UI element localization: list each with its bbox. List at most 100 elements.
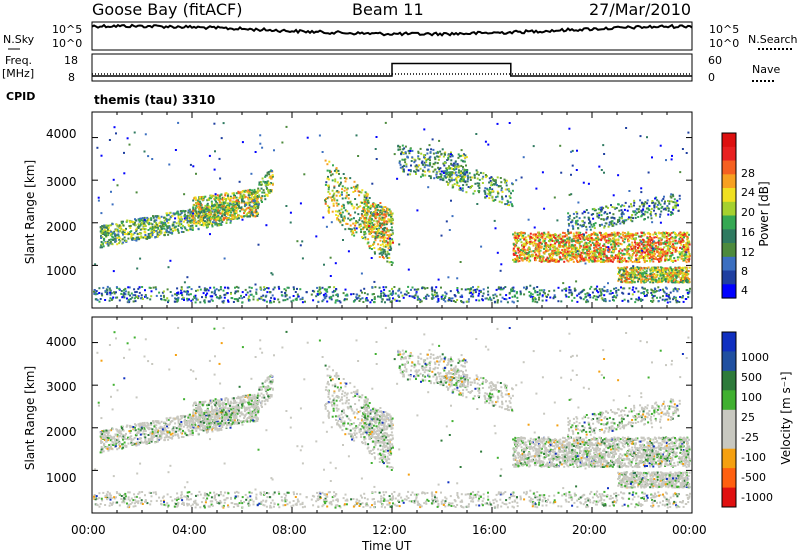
- power-cell: [669, 245, 672, 248]
- power-cell: [248, 202, 250, 205]
- power-cell: [143, 223, 146, 226]
- power-cell: [340, 208, 343, 211]
- power-cell: [264, 174, 267, 177]
- power-cell: [458, 185, 461, 188]
- power-cell: [263, 195, 266, 198]
- power-cell: [669, 195, 672, 198]
- noise-right-tick-top: 10^5: [709, 23, 740, 36]
- power-cell: [163, 231, 166, 234]
- power-cell: [341, 219, 344, 222]
- power-cell: [647, 216, 650, 219]
- power-cell: [575, 253, 577, 256]
- power-cell: [469, 186, 472, 189]
- power-cell: [342, 173, 345, 175]
- power-cell: [614, 239, 617, 242]
- power-cell: [637, 273, 640, 276]
- power-cell: [388, 208, 391, 211]
- power-cell: [180, 226, 182, 229]
- power-cell: [360, 231, 363, 233]
- power-cell: [519, 238, 522, 241]
- power-cell: [382, 219, 385, 222]
- power-cell: [266, 184, 269, 186]
- power-cell: [610, 243, 612, 246]
- power-cell: [665, 244, 668, 247]
- power-cell: [182, 224, 184, 227]
- power-cell: [588, 242, 590, 245]
- power-cell: [208, 221, 211, 224]
- power-cell: [643, 257, 645, 260]
- power-cell: [628, 252, 631, 255]
- power-cell: [391, 232, 394, 235]
- power-cell: [193, 220, 196, 223]
- power-cell: [355, 185, 358, 188]
- power-cell: [588, 225, 591, 228]
- power-cell: [577, 227, 580, 230]
- power-cell: [140, 232, 143, 235]
- power-cell: [478, 187, 481, 189]
- power-cell: [491, 188, 494, 191]
- power-cell: [341, 188, 344, 191]
- power-cell: [581, 256, 584, 259]
- power-cell: [490, 184, 493, 187]
- power-cell: [458, 155, 461, 158]
- power-cell: [174, 229, 177, 232]
- power-cell: [352, 222, 355, 225]
- power-cell: [243, 201, 246, 204]
- power-cell: [413, 161, 416, 164]
- power-cell: [630, 247, 633, 250]
- power-cell: [572, 248, 575, 251]
- power-cell: [351, 230, 354, 233]
- power-cell: [208, 214, 211, 217]
- power-cell: [627, 248, 630, 250]
- power-cell: [519, 257, 522, 260]
- power-cell: [661, 270, 664, 273]
- power-cell: [106, 232, 109, 234]
- power-cell: [631, 249, 634, 252]
- power-cell: [672, 270, 675, 273]
- power-cell: [570, 221, 573, 224]
- power-cell: [675, 277, 678, 279]
- power-cell: [459, 178, 462, 181]
- power-cell: [191, 224, 194, 227]
- power-cell: [659, 247, 662, 250]
- power-cell: [608, 239, 611, 242]
- power-cell: [219, 201, 221, 204]
- power-cell: [232, 192, 235, 195]
- power-cell: [681, 235, 684, 238]
- power-cell: [230, 211, 233, 214]
- power-cell: [215, 207, 218, 210]
- power-cell: [610, 254, 612, 257]
- power-cell: [555, 258, 558, 261]
- power-cell: [505, 181, 508, 184]
- power-cell: [466, 180, 469, 183]
- power-cell: [355, 220, 358, 223]
- power-cell: [352, 217, 355, 220]
- power-cell: [369, 244, 372, 247]
- power-cell: [565, 241, 568, 244]
- power-cell: [419, 167, 422, 170]
- power-cell: [335, 214, 338, 216]
- power-cell: [373, 211, 375, 213]
- noise-right-tick-bottom: 10^0: [709, 37, 740, 50]
- power-cell: [562, 250, 565, 253]
- power-cell: [229, 199, 231, 202]
- power-cell: [212, 207, 215, 210]
- power-cell: [619, 222, 622, 225]
- power-cell: [334, 180, 337, 183]
- power-cell: [102, 231, 105, 234]
- power-cell: [532, 250, 535, 253]
- power-cell: [205, 209, 208, 212]
- power-cell: [523, 257, 526, 260]
- power-cell: [647, 253, 650, 256]
- xtick-5: 20:00: [572, 523, 607, 537]
- power-cell: [237, 217, 240, 220]
- power-cell: [598, 248, 601, 251]
- power-cell: [567, 228, 570, 231]
- power-cell: [117, 230, 120, 233]
- power-cell: [373, 251, 376, 254]
- power-cell: [102, 245, 105, 248]
- power-cell: [442, 155, 445, 158]
- power-cell: [461, 172, 464, 174]
- power-cell: [600, 248, 603, 251]
- power-cell: [158, 222, 161, 225]
